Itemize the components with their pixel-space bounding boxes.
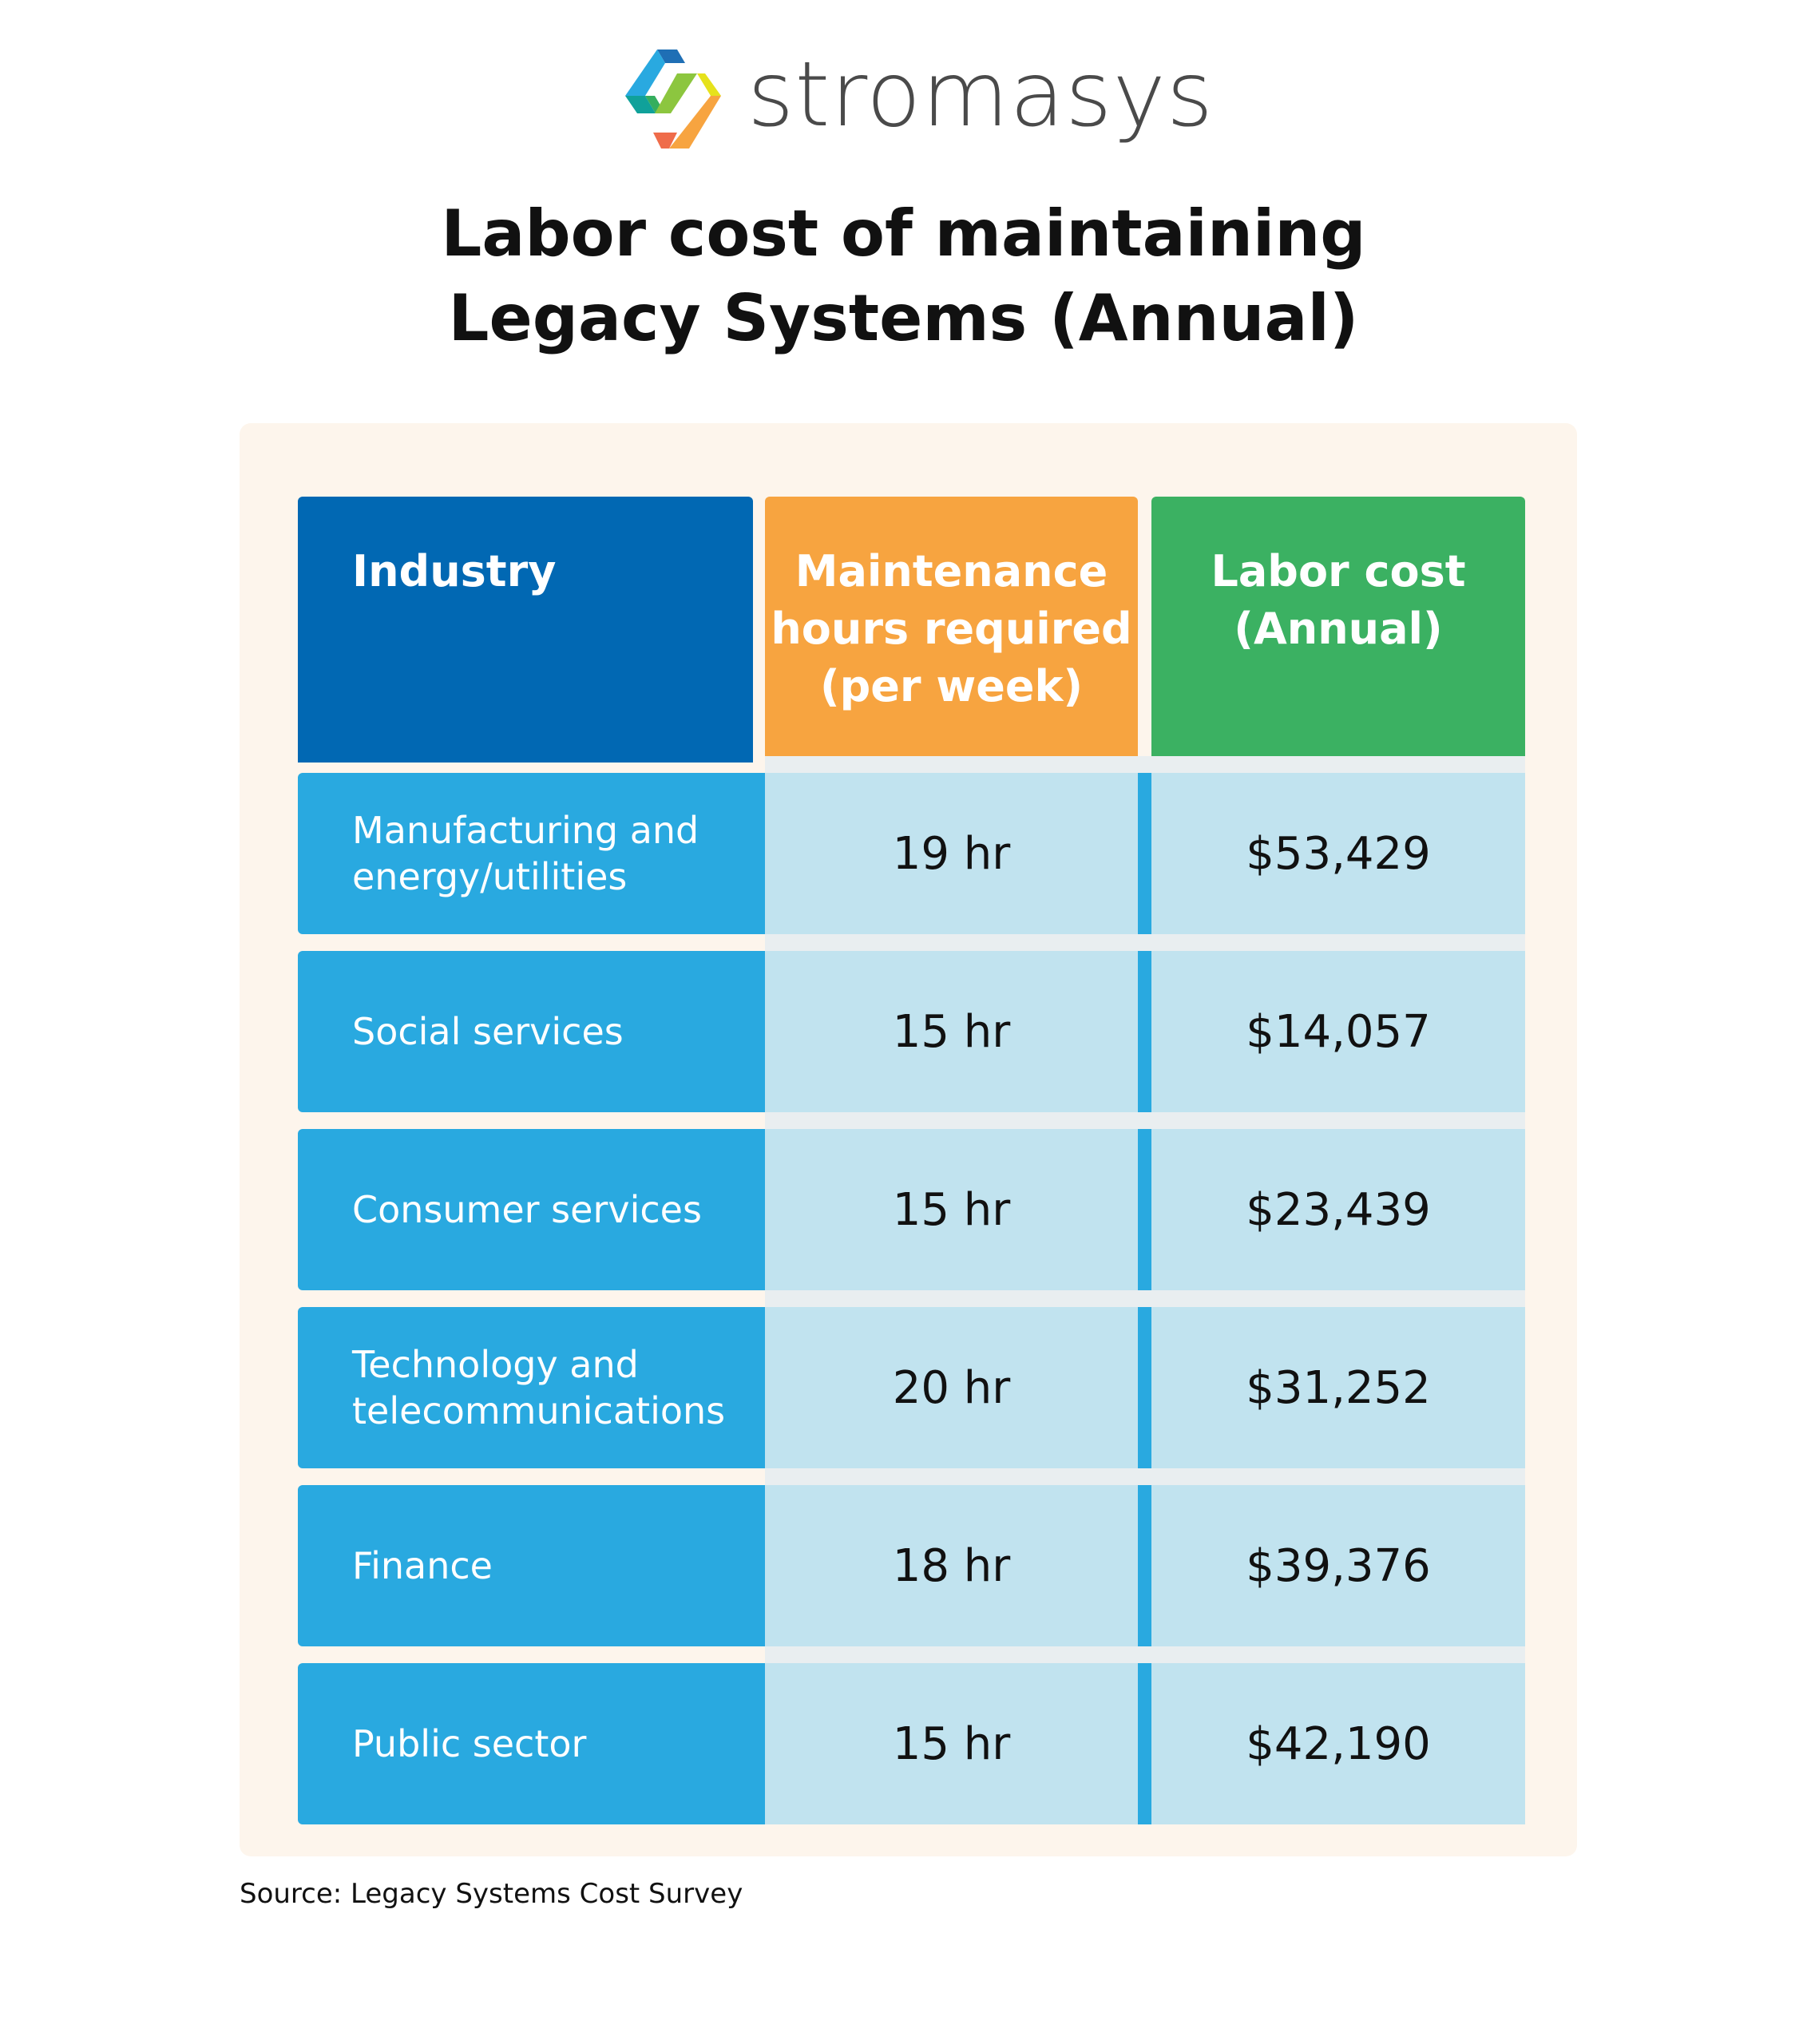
- industry-cell: Social services: [298, 951, 765, 1112]
- title-line-1: Labor cost of maintaining: [441, 196, 1366, 271]
- table-row: Technology and telecommunications 20 hr …: [298, 1307, 1525, 1468]
- hours-cell: 15 hr: [765, 951, 1138, 1112]
- row-divider: [765, 1646, 1525, 1663]
- header-text: (per week): [819, 661, 1084, 711]
- header-text: (Annual): [1234, 604, 1443, 654]
- stromasys-logo: stromasys: [621, 50, 1214, 153]
- industry-cell: Manufacturing and energy/utilities: [298, 773, 765, 934]
- table-row: Public sector 15 hr $42,190: [298, 1663, 1525, 1824]
- cost-cell: $53,429: [1151, 773, 1525, 934]
- hours-cell: 19 hr: [765, 773, 1138, 934]
- table-row: Manufacturing and energy/utilities 19 hr…: [298, 773, 1525, 934]
- row-divider: [765, 934, 1525, 951]
- cost-cell: $31,252: [1151, 1307, 1525, 1468]
- hours-cell: 20 hr: [765, 1307, 1138, 1468]
- header-text: Maintenance: [795, 546, 1108, 596]
- cost-cell: $42,190: [1151, 1663, 1525, 1824]
- table-row: Finance 18 hr $39,376: [298, 1485, 1525, 1646]
- table-row: Consumer services 15 hr $23,439: [298, 1129, 1525, 1290]
- column-divider: [1138, 951, 1151, 1112]
- column-divider: [1138, 1129, 1151, 1290]
- source-note: Source: Legacy Systems Cost Survey: [240, 1878, 743, 1910]
- hours-cell: 18 hr: [765, 1485, 1138, 1646]
- brand-name: stromasys: [747, 43, 1215, 147]
- page-title: Labor cost of maintaining Legacy Systems…: [0, 192, 1807, 361]
- row-divider: [765, 1468, 1525, 1485]
- hours-cell: 15 hr: [765, 1663, 1138, 1824]
- header-industry: Industry: [298, 497, 753, 763]
- cost-cell: $39,376: [1151, 1485, 1525, 1646]
- table-row: Social services 15 hr $14,057: [298, 951, 1525, 1112]
- industry-cell: Technology and telecommunications: [298, 1307, 765, 1468]
- cost-cell: $14,057: [1151, 951, 1525, 1112]
- column-divider: [1138, 1485, 1151, 1646]
- header-hours: Maintenance hours required (per week): [765, 497, 1138, 763]
- stromasys-logo-icon: [625, 50, 721, 149]
- header-cost: Labor cost (Annual): [1151, 497, 1525, 763]
- title-line-2: Legacy Systems (Annual): [448, 281, 1359, 355]
- header-text: Labor cost: [1211, 546, 1466, 596]
- cost-cell: $23,439: [1151, 1129, 1525, 1290]
- header-text: Industry: [352, 546, 557, 596]
- hours-cell: 15 hr: [765, 1129, 1138, 1290]
- column-divider: [1138, 1663, 1151, 1824]
- row-divider: [765, 1290, 1525, 1307]
- industry-cell: Finance: [298, 1485, 765, 1646]
- industry-cell: Public sector: [298, 1663, 765, 1824]
- column-divider: [1138, 1307, 1151, 1468]
- column-divider: [1138, 773, 1151, 934]
- industry-cell: Consumer services: [298, 1129, 765, 1290]
- row-divider: [765, 756, 1525, 773]
- header-text: hours required: [771, 604, 1132, 654]
- row-divider: [765, 1112, 1525, 1129]
